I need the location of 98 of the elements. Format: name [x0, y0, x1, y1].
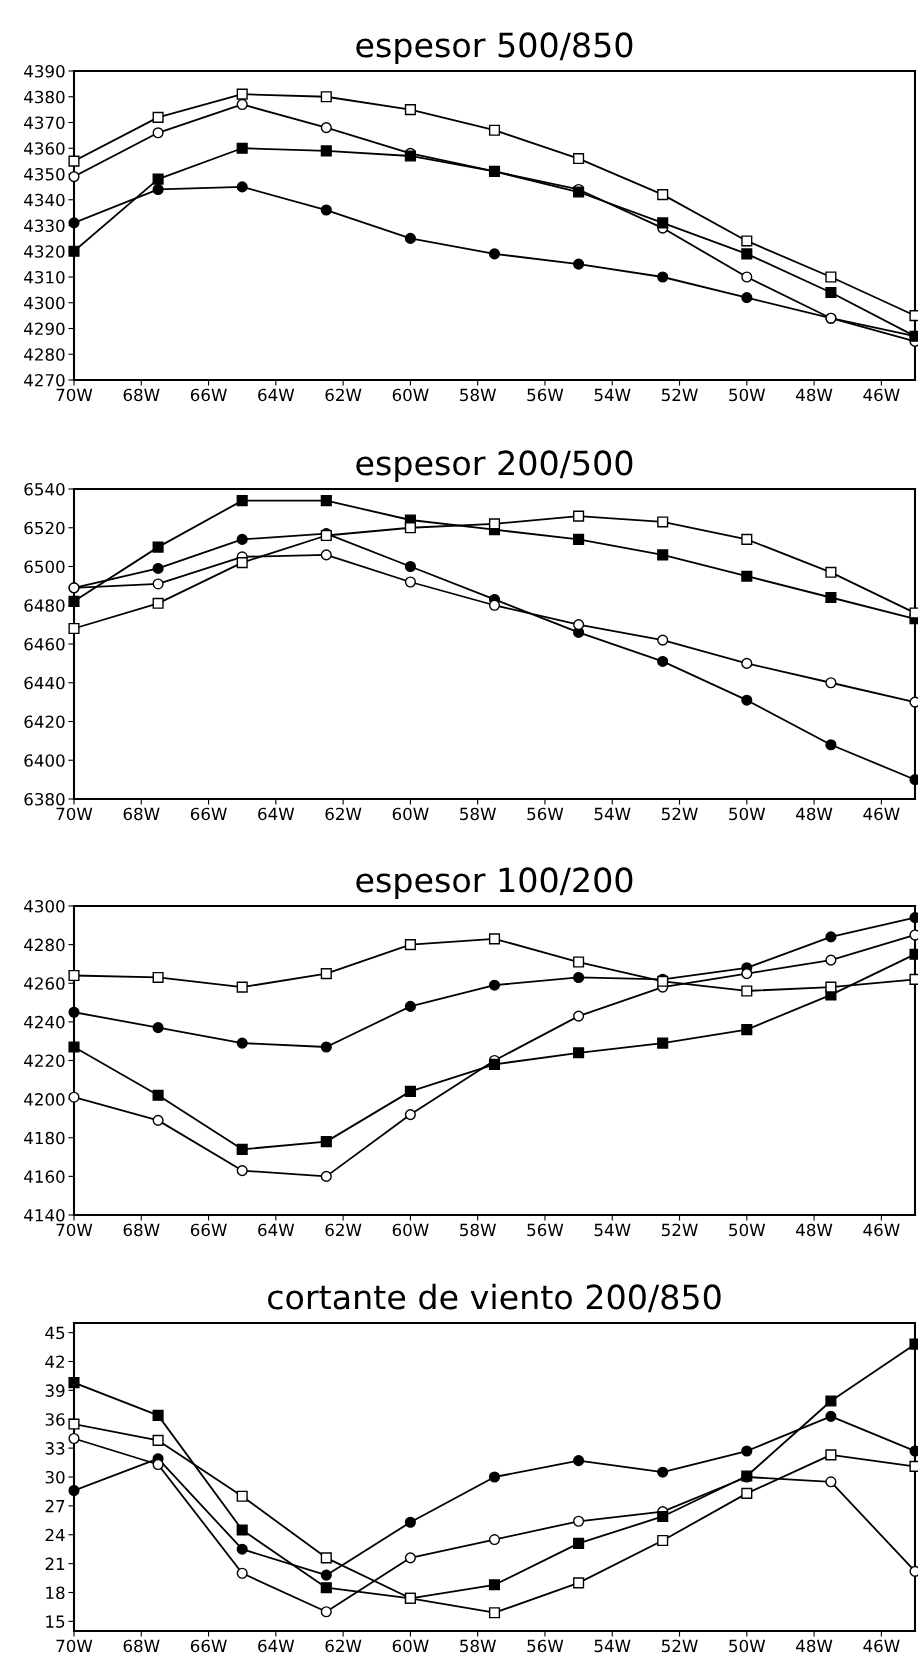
chart-title: espesor 500/850	[356, 32, 633, 65]
y-tick-label: 4140	[24, 1208, 65, 1222]
x-tick-label: 54W	[594, 388, 631, 402]
chart-title: espesor 200/500	[356, 450, 633, 483]
y-tick-label: 4300	[24, 296, 65, 310]
x-tick-label: 66W	[190, 807, 227, 821]
y-tick-label: 27	[45, 1499, 65, 1513]
x-tick-label: 60W	[392, 1639, 429, 1653]
y-tick-label: 6500	[24, 560, 65, 574]
x-tick-label: 54W	[594, 1223, 631, 1237]
x-tick-label: 62W	[325, 807, 362, 821]
x-tick-label: 60W	[392, 1223, 429, 1237]
y-tick-label: 18	[46, 1586, 65, 1600]
y-tick-label: 4200	[24, 1093, 65, 1106]
y-tick-label: 42	[45, 1355, 64, 1368]
y-tick-label: 30	[45, 1470, 65, 1484]
x-tick-label: 64W	[258, 388, 295, 402]
chart-title: espesor 100/200	[356, 867, 633, 900]
y-tick-label: 4390	[24, 64, 65, 78]
y-tick-label: 24	[45, 1528, 65, 1542]
x-tick-label: 52W	[661, 1639, 698, 1653]
x-tick-label: 64W	[258, 1223, 295, 1237]
x-tick-label: 70W	[56, 1223, 93, 1237]
x-tick-label: 46W	[863, 388, 900, 402]
y-tick-label: 45	[45, 1326, 65, 1340]
y-tick-label: 21	[45, 1557, 65, 1570]
y-tick-label: 33	[45, 1442, 65, 1455]
x-tick-label: 56W	[527, 388, 564, 402]
x-tick-label: 66W	[190, 388, 227, 402]
y-tick-label: 39	[45, 1384, 65, 1397]
y-tick-label: 4180	[24, 1131, 65, 1145]
chart-title: cortante de viento 200/850	[268, 1283, 721, 1313]
x-tick-label: 56W	[527, 1223, 564, 1237]
x-tick-label: 64W	[258, 807, 295, 821]
x-tick-label: 66W	[190, 1223, 227, 1237]
x-tick-label: 70W	[56, 807, 93, 821]
y-tick-label: 6460	[24, 637, 65, 651]
x-tick-label: 58W	[460, 388, 496, 402]
y-tick-label: 4220	[24, 1054, 65, 1068]
y-tick-label: 4360	[24, 142, 65, 155]
x-tick-label: 64W	[258, 1639, 295, 1653]
y-tick-label: 4380	[24, 90, 65, 104]
y-tick-label: 4340	[24, 193, 65, 207]
x-tick-label: 50W	[729, 388, 766, 402]
x-tick-label: 46W	[863, 807, 900, 821]
y-tick-label: 4160	[24, 1170, 65, 1183]
y-tick-label: 4270	[24, 373, 65, 387]
y-tick-label: 6540	[24, 482, 65, 496]
y-tick-label: 6380	[24, 792, 65, 806]
y-tick-label: 6520	[24, 521, 65, 535]
y-tick-label: 4290	[24, 322, 65, 336]
x-tick-label: 50W	[729, 1223, 766, 1237]
y-tick-label: 4260	[24, 977, 65, 990]
x-tick-label: 60W	[392, 807, 429, 821]
x-tick-label: 56W	[527, 1639, 564, 1653]
y-tick-label: 36	[45, 1413, 65, 1426]
x-tick-label: 52W	[661, 1223, 698, 1237]
x-tick-label: 58W	[460, 1639, 496, 1653]
x-tick-label: 54W	[594, 807, 631, 821]
y-tick-label: 6480	[24, 599, 65, 612]
y-tick-label: 4330	[24, 219, 65, 233]
x-tick-label: 66W	[190, 1639, 227, 1653]
y-tick-label: 4240	[24, 1015, 65, 1029]
x-tick-label: 62W	[325, 1639, 362, 1653]
y-tick-label: 15	[46, 1615, 65, 1628]
y-tick-label: 4300	[24, 899, 65, 913]
x-tick-label: 68W	[123, 807, 160, 821]
y-tick-label: 4350	[24, 167, 65, 181]
x-tick-label: 62W	[325, 1223, 362, 1237]
x-tick-label: 48W	[796, 807, 833, 821]
y-tick-label: 4320	[24, 245, 65, 258]
y-tick-label: 6400	[24, 754, 65, 767]
x-tick-label: 68W	[123, 388, 160, 402]
x-tick-label: 48W	[796, 1223, 833, 1237]
y-tick-label: 4280	[24, 938, 65, 952]
x-tick-label: 70W	[56, 1639, 93, 1653]
x-tick-label: 46W	[863, 1223, 900, 1237]
x-tick-label: 52W	[661, 388, 698, 402]
x-tick-label: 62W	[325, 388, 362, 402]
y-tick-label: 6420	[24, 715, 65, 729]
x-tick-label: 52W	[661, 807, 698, 821]
x-tick-label: 56W	[527, 807, 564, 821]
x-tick-label: 60W	[392, 388, 429, 402]
x-tick-label: 68W	[123, 1639, 160, 1653]
y-tick-label: 4310	[24, 270, 65, 284]
y-tick-label: 4280	[24, 348, 65, 361]
x-tick-label: 48W	[796, 388, 833, 402]
y-tick-label: 4370	[24, 116, 65, 130]
x-tick-label: 58W	[460, 1223, 496, 1237]
x-tick-label: 48W	[796, 1639, 833, 1653]
x-tick-label: 50W	[729, 1639, 766, 1653]
x-tick-label: 54W	[594, 1639, 631, 1653]
y-tick-label: 6440	[24, 676, 65, 690]
x-tick-label: 70W	[56, 388, 93, 402]
x-tick-label: 46W	[863, 1639, 900, 1653]
x-tick-label: 58W	[460, 807, 496, 821]
x-tick-label: 50W	[729, 807, 766, 821]
x-tick-label: 68W	[123, 1223, 160, 1237]
